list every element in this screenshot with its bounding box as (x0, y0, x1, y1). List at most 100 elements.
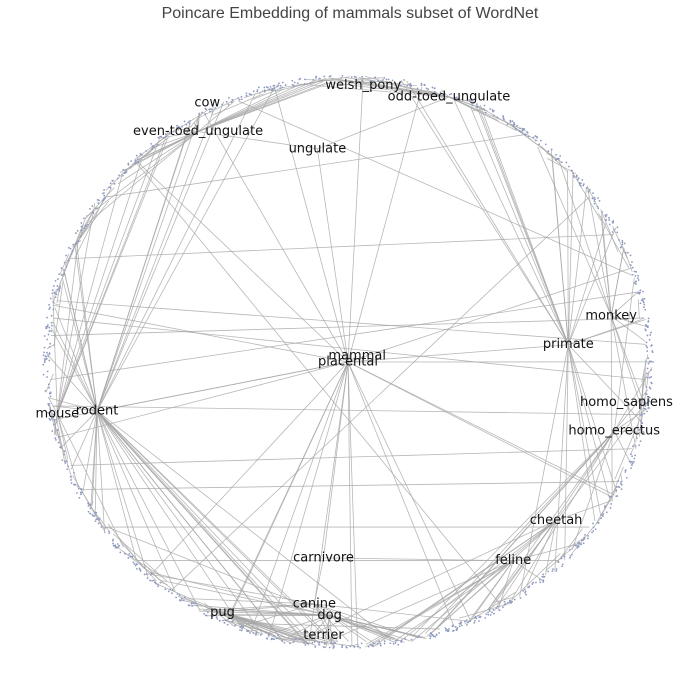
leaf-node-dot (639, 440, 642, 443)
leaf-node-dot (593, 196, 596, 199)
leaf-node-dot (291, 83, 294, 86)
node-label-primate: primate (543, 337, 594, 352)
leaf-node-dot (613, 228, 615, 231)
leaf-node-dot (47, 403, 50, 406)
leaf-node-dot (587, 537, 589, 540)
edge-fan (314, 603, 396, 640)
leaf-node-dot (542, 581, 545, 583)
leaf-node-dot (92, 212, 95, 215)
leaf-node-dot (278, 82, 280, 85)
leaf-node-dot (475, 103, 478, 106)
leaf-node-dot (492, 609, 495, 611)
leaf-node-dot (227, 96, 230, 99)
edge-fan (497, 560, 514, 611)
leaf-node-dot (324, 646, 326, 649)
leaf-node-dot (391, 79, 394, 82)
leaf-node-dot (433, 87, 436, 90)
leaf-node-dot (211, 615, 214, 617)
leaf-node-dot (379, 644, 382, 647)
edge-arc (280, 635, 312, 645)
leaf-node-dot (629, 460, 632, 463)
leaf-node-dot (383, 642, 386, 645)
edge-fan (436, 430, 615, 629)
leaf-node-dot (60, 446, 62, 449)
leaf-node-dot (485, 613, 488, 616)
leaf-node-dot (631, 273, 634, 276)
leaf-node-dot (49, 306, 51, 309)
leaf-node-dot (164, 133, 167, 135)
leaf-node-dot (394, 642, 397, 644)
leaf-node-dot (225, 100, 228, 103)
leaf-node-dot (139, 570, 142, 572)
leaf-node-dot (341, 646, 343, 649)
leaf-node-dot (640, 421, 643, 424)
edge-arc (143, 563, 161, 581)
leaf-node-dot (259, 634, 262, 636)
leaf-node-dot (378, 640, 381, 643)
leaf-node-dot (577, 177, 580, 180)
edge-fan (567, 227, 617, 345)
leaf-node-dot (478, 620, 480, 622)
leaf-node-dot (270, 637, 273, 640)
leaf-node-dot (53, 423, 55, 426)
leaf-node-dot (601, 211, 603, 213)
leaf-node-dot (473, 621, 476, 624)
leaf-node-dot (330, 642, 332, 645)
edge-fan (61, 277, 98, 412)
leaf-node-dot (108, 532, 111, 534)
leaf-node-dot (51, 289, 54, 292)
leaf-node-dot (637, 279, 640, 281)
leaf-node-dot (312, 79, 315, 81)
edge-fan (56, 413, 69, 460)
leaf-node-dot (560, 557, 563, 560)
edge-arc (459, 603, 510, 619)
leaf-node-dot (157, 585, 159, 588)
edge-chord (106, 134, 524, 198)
leaf-node-dot (374, 76, 376, 79)
edge-fan (96, 410, 308, 640)
leaf-node-dot (470, 99, 472, 102)
leaf-node-dot (561, 563, 564, 566)
leaf-node-dot (227, 103, 230, 106)
leaf-node-dot (361, 79, 364, 82)
edge-fan (325, 615, 331, 648)
leaf-node-dot (273, 638, 276, 641)
leaf-node-dot (397, 643, 400, 646)
leaf-node-dot (611, 231, 614, 233)
leaf-node-dot (491, 611, 493, 614)
node-label-even-toed-ungulate: even-toed_ungulate (133, 124, 263, 139)
leaf-node-dot (71, 249, 74, 252)
leaf-node-dot (238, 98, 241, 101)
leaf-node-dot (91, 205, 94, 207)
leaf-node-dot (621, 241, 624, 244)
edge-hub (347, 344, 569, 363)
leaf-node-dot (124, 169, 127, 171)
leaf-node-dot (503, 600, 506, 603)
edge-chord (238, 622, 441, 630)
leaf-node-dot (69, 475, 72, 478)
leaf-node-dot (361, 75, 364, 78)
leaf-node-dot (245, 94, 248, 97)
leaf-node-dot (637, 277, 639, 280)
leaf-node-dot (504, 602, 507, 605)
node-label-rodent: rodent (76, 403, 119, 418)
leaf-node-dot (616, 231, 619, 234)
leaf-node-dot (369, 80, 372, 83)
leaf-node-dot (460, 624, 463, 627)
edge-fan (222, 612, 338, 642)
leaf-node-dot (557, 157, 560, 160)
leaf-node-dot (399, 84, 402, 87)
leaf-node-dot (646, 410, 648, 413)
leaf-node-dot (149, 579, 152, 582)
leaf-node-dot (523, 133, 526, 136)
leaf-node-dot (49, 419, 52, 421)
edge-arc (47, 343, 55, 350)
edge-fan (96, 101, 225, 412)
edge-root (274, 86, 349, 363)
leaf-node-dot (46, 338, 49, 341)
leaf-node-dot (395, 639, 398, 642)
leaf-node-dot (372, 642, 375, 645)
leaf-node-dot (87, 505, 90, 507)
leaf-node-dot (48, 326, 51, 329)
leaf-node-dot (552, 568, 554, 571)
